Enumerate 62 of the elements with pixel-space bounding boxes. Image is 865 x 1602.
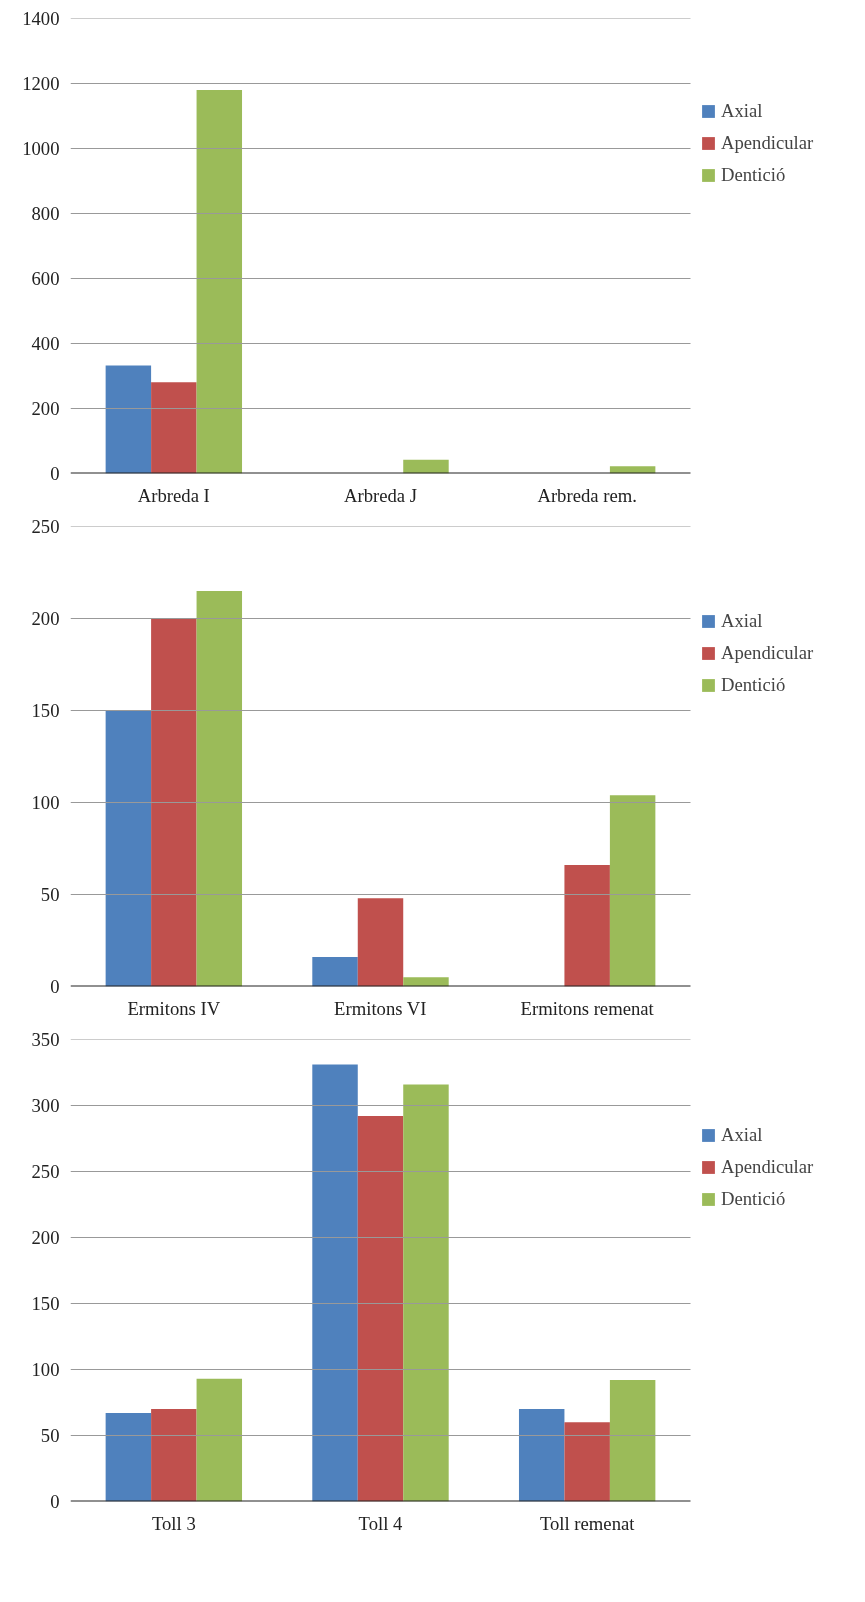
y-tick-label: 400	[31, 333, 60, 354]
legend-label: Axial	[721, 610, 763, 632]
x-tick-label: Toll 4	[358, 1512, 404, 1534]
legend-label: Apendicular	[721, 642, 814, 664]
legend-label: Apendicular	[721, 1156, 814, 1178]
y-tick-label: 1000	[22, 138, 60, 159]
y-tick-label: 50	[40, 1425, 60, 1446]
y-tick-label: 600	[31, 268, 60, 289]
bar	[105, 710, 152, 987]
y-tick-label: 150	[31, 1293, 60, 1314]
y-tick-label: 150	[31, 700, 60, 721]
x-tick-label: Ermitons IV	[127, 997, 221, 1019]
bar	[609, 795, 656, 987]
legend-label: Dentició	[721, 164, 786, 186]
y-tick-label: 1400	[22, 8, 60, 29]
y-tick-label: 200	[31, 398, 60, 419]
bar	[105, 365, 152, 474]
bar	[312, 957, 358, 987]
bar	[403, 1084, 449, 1502]
bar	[105, 1413, 152, 1502]
x-tick-label: Toll 3	[151, 1512, 196, 1534]
y-tick-label: 1200	[22, 73, 60, 94]
y-tick-label: 100	[31, 1359, 60, 1380]
bar	[196, 1378, 243, 1502]
bar	[196, 590, 243, 987]
y-tick-label: 0	[50, 976, 60, 997]
bar	[564, 1422, 610, 1502]
bar	[564, 865, 610, 987]
bar	[609, 466, 656, 474]
x-tick-label: Ermitons remenat	[520, 997, 655, 1019]
y-tick-label: 0	[50, 463, 60, 484]
x-tick-label: Toll remenat	[539, 1512, 636, 1534]
legend-label: Apendicular	[721, 132, 814, 154]
bar	[357, 898, 404, 987]
bar	[403, 977, 449, 987]
x-tick-label: Arbreda I	[137, 484, 210, 506]
x-tick-label: Arbreda rem.	[537, 484, 637, 506]
y-tick-label: 350	[31, 1029, 60, 1050]
bar	[196, 90, 243, 474]
y-tick-label: 50	[40, 884, 60, 905]
bar	[403, 459, 449, 474]
y-tick-label: 200	[31, 608, 60, 629]
y-tick-label: 200	[31, 1227, 60, 1248]
x-tick-label: Arbreda J	[343, 484, 418, 506]
legend-label: Axial	[721, 1124, 763, 1146]
legend-label: Axial	[721, 100, 763, 122]
y-tick-label: 250	[31, 1161, 60, 1182]
bar	[151, 1409, 197, 1502]
legend-label: Dentició	[721, 674, 786, 696]
bar	[357, 1116, 404, 1502]
bar	[518, 1409, 565, 1502]
y-tick-label: 250	[31, 516, 60, 537]
y-tick-label: 100	[31, 792, 60, 813]
x-tick-label: Ermitons VI	[334, 997, 427, 1019]
bar	[151, 382, 197, 474]
bar	[151, 618, 197, 987]
bar	[312, 1064, 358, 1502]
y-tick-label: 800	[31, 203, 60, 224]
y-tick-label: 300	[31, 1095, 60, 1116]
legend-label: Dentició	[721, 1188, 786, 1210]
y-tick-label: 0	[50, 1491, 60, 1512]
bar	[609, 1380, 656, 1502]
